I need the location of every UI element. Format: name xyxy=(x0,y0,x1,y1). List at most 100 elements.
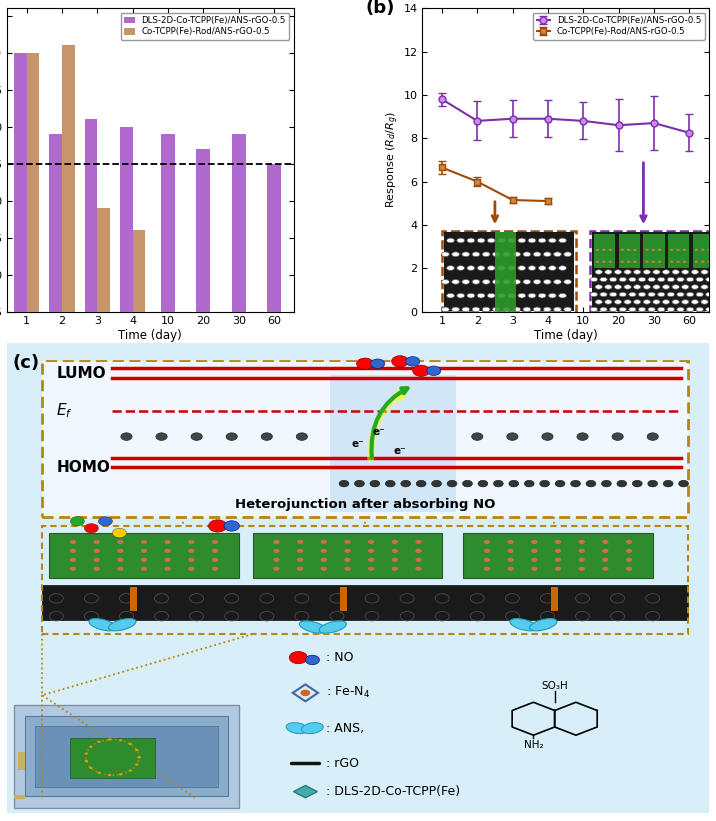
Circle shape xyxy=(639,292,646,296)
Circle shape xyxy=(507,433,518,440)
Circle shape xyxy=(498,266,505,270)
Circle shape xyxy=(634,270,641,274)
Bar xyxy=(161,134,175,792)
Circle shape xyxy=(696,292,703,296)
Circle shape xyxy=(415,566,422,571)
Circle shape xyxy=(682,300,689,305)
Circle shape xyxy=(710,270,716,274)
Circle shape xyxy=(595,300,602,305)
Circle shape xyxy=(672,270,679,274)
Circle shape xyxy=(467,266,475,270)
Circle shape xyxy=(531,557,538,562)
Circle shape xyxy=(523,307,531,312)
Legend: DLS-2D-Co-TCPP(Fe)/ANS-rGO-0.5, Co-TCPP(Fe)-Rod/ANS-rGO-0.5: DLS-2D-Co-TCPP(Fe)/ANS-rGO-0.5, Co-TCPP(… xyxy=(533,12,705,39)
Circle shape xyxy=(141,540,147,544)
Circle shape xyxy=(670,261,674,263)
Circle shape xyxy=(188,566,195,571)
Circle shape xyxy=(707,249,711,251)
Circle shape xyxy=(695,249,698,251)
Circle shape xyxy=(677,292,684,296)
Circle shape xyxy=(392,540,398,544)
Bar xyxy=(551,587,558,611)
Circle shape xyxy=(488,266,495,270)
Circle shape xyxy=(609,292,616,296)
Circle shape xyxy=(707,261,711,263)
Circle shape xyxy=(538,266,546,270)
Circle shape xyxy=(523,279,531,284)
Text: NH₂: NH₂ xyxy=(523,740,543,750)
Circle shape xyxy=(484,540,490,544)
Circle shape xyxy=(621,261,624,263)
Circle shape xyxy=(401,480,411,487)
Circle shape xyxy=(188,548,195,553)
Circle shape xyxy=(533,279,541,284)
Circle shape xyxy=(602,557,609,562)
Circle shape xyxy=(632,480,642,487)
Circle shape xyxy=(447,238,455,243)
Circle shape xyxy=(354,480,364,487)
Circle shape xyxy=(306,655,319,665)
Circle shape xyxy=(645,249,649,251)
Circle shape xyxy=(483,252,490,257)
Circle shape xyxy=(609,307,616,312)
Circle shape xyxy=(531,548,538,553)
Circle shape xyxy=(523,252,531,257)
Circle shape xyxy=(600,307,607,312)
X-axis label: Time (day): Time (day) xyxy=(533,329,598,342)
Circle shape xyxy=(493,279,500,284)
Circle shape xyxy=(579,548,585,553)
Circle shape xyxy=(488,238,495,243)
Circle shape xyxy=(696,307,703,312)
Circle shape xyxy=(555,540,561,544)
Text: (b): (b) xyxy=(365,0,395,17)
Circle shape xyxy=(634,300,641,305)
Circle shape xyxy=(493,480,503,487)
Circle shape xyxy=(602,540,609,544)
Circle shape xyxy=(662,285,669,289)
Circle shape xyxy=(368,566,374,571)
Circle shape xyxy=(657,292,665,296)
Circle shape xyxy=(141,566,147,571)
Circle shape xyxy=(643,270,650,274)
Bar xyxy=(21,752,25,770)
Circle shape xyxy=(553,279,561,284)
Circle shape xyxy=(357,358,374,369)
Circle shape xyxy=(663,480,673,487)
Circle shape xyxy=(462,279,470,284)
Circle shape xyxy=(518,266,526,270)
Circle shape xyxy=(289,652,307,663)
Bar xyxy=(594,234,615,268)
Circle shape xyxy=(513,279,521,284)
Bar xyxy=(35,726,218,787)
Circle shape xyxy=(128,769,132,772)
Circle shape xyxy=(679,480,689,487)
Circle shape xyxy=(647,433,658,440)
Circle shape xyxy=(648,307,655,312)
Circle shape xyxy=(472,279,480,284)
Text: : NO: : NO xyxy=(326,651,354,664)
Circle shape xyxy=(621,249,624,251)
Circle shape xyxy=(601,480,611,487)
Circle shape xyxy=(406,356,420,366)
Circle shape xyxy=(69,540,76,544)
Circle shape xyxy=(657,307,665,312)
Circle shape xyxy=(452,252,460,257)
Circle shape xyxy=(484,548,490,553)
Circle shape xyxy=(261,433,272,440)
Circle shape xyxy=(691,270,699,274)
Circle shape xyxy=(579,540,585,544)
Circle shape xyxy=(563,252,571,257)
Circle shape xyxy=(226,433,237,440)
Circle shape xyxy=(463,480,473,487)
Bar xyxy=(668,234,690,268)
Circle shape xyxy=(595,285,602,289)
Ellipse shape xyxy=(109,618,136,631)
Circle shape xyxy=(108,738,112,741)
FancyBboxPatch shape xyxy=(591,232,716,312)
Circle shape xyxy=(662,300,669,305)
Circle shape xyxy=(432,480,442,487)
Circle shape xyxy=(710,300,716,305)
Circle shape xyxy=(571,480,581,487)
Circle shape xyxy=(648,480,657,487)
Circle shape xyxy=(528,266,536,270)
